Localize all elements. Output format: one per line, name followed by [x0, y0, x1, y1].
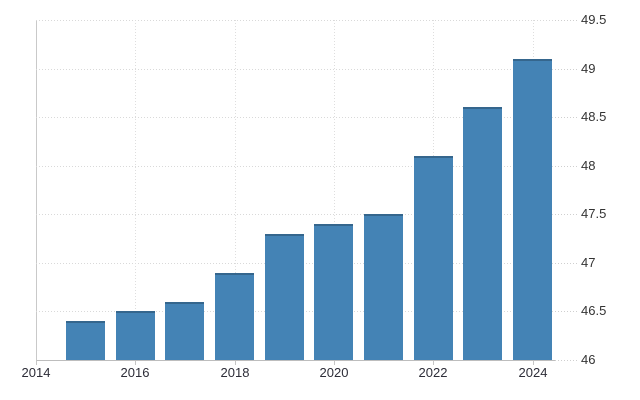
x-tick	[36, 361, 37, 365]
x-gridline	[334, 20, 335, 360]
bar-2016[interactable]	[116, 311, 155, 360]
x-tick	[135, 361, 136, 365]
y-gridline	[36, 117, 555, 118]
y-tick	[555, 117, 577, 118]
bar-2021[interactable]	[364, 214, 403, 360]
x-tick	[334, 361, 335, 365]
plot-area	[36, 20, 556, 361]
x-tick	[533, 361, 534, 365]
y-tick-label: 46	[581, 352, 596, 367]
x-tick-label: 2018	[220, 365, 250, 380]
bar-2017[interactable]	[165, 302, 204, 360]
y-gridline	[36, 214, 555, 215]
y-tick-label: 49	[581, 61, 596, 76]
y-gridline	[36, 20, 555, 21]
x-gridline	[135, 20, 136, 360]
bar-2020[interactable]	[314, 224, 353, 360]
bar-2015[interactable]	[66, 321, 105, 360]
bar-2018[interactable]	[215, 273, 254, 360]
y-tick	[555, 263, 577, 264]
x-tick-label: 2020	[319, 365, 349, 380]
bar-2024[interactable]	[513, 59, 552, 360]
y-tick-label: 48	[581, 158, 596, 173]
y-tick-label: 49.5	[581, 12, 607, 27]
bar-2019[interactable]	[265, 234, 304, 360]
bar-2022[interactable]	[414, 156, 453, 360]
y-gridline	[36, 166, 555, 167]
y-tick-label: 48.5	[581, 109, 607, 124]
x-tick-label: 2024	[518, 365, 548, 380]
x-tick-label: 2016	[120, 365, 150, 380]
x-gridline	[235, 20, 236, 360]
y-tick	[555, 166, 577, 167]
x-tick	[433, 361, 434, 365]
y-tick	[555, 214, 577, 215]
x-tick-label: 2022	[418, 365, 448, 380]
y-tick-label: 47	[581, 255, 596, 270]
y-tick-label: 47.5	[581, 206, 607, 221]
y-tick	[555, 20, 577, 21]
y-tick	[555, 69, 577, 70]
y-gridline	[36, 69, 555, 70]
y-tick	[555, 360, 577, 361]
bar-2023[interactable]	[463, 107, 502, 360]
y-tick-label: 46.5	[581, 303, 607, 318]
x-tick-label: 2014	[21, 365, 51, 380]
y-tick	[555, 311, 577, 312]
x-tick	[235, 361, 236, 365]
